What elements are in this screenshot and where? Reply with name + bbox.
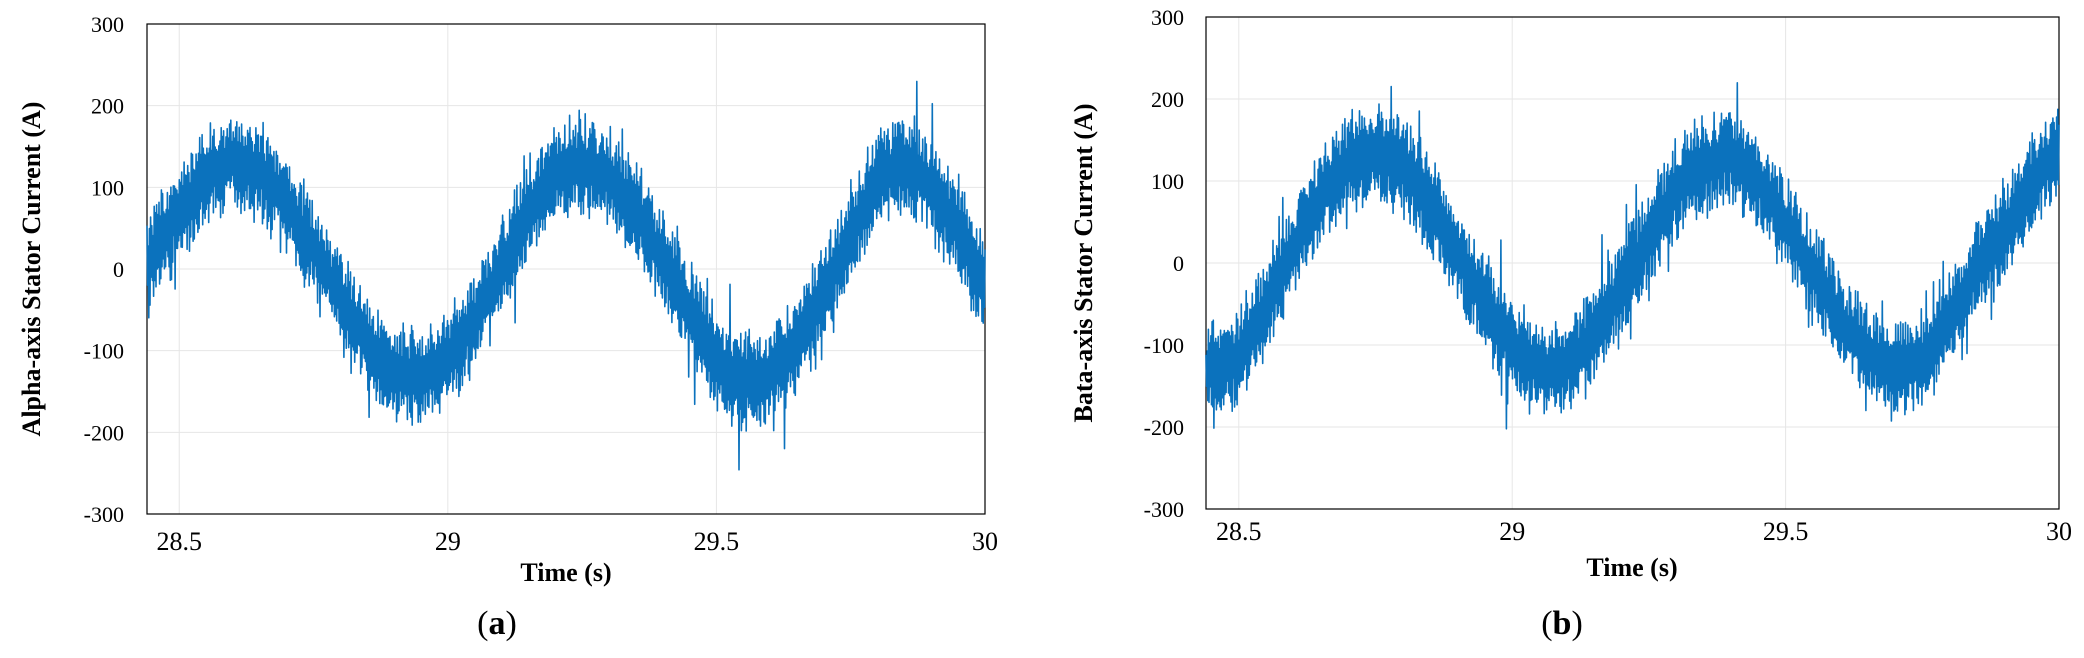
panel-b-x-axis-label: Time (s) [1586,553,1677,582]
panel-a-caption-open: ( [477,605,488,642]
panel-a-y-axis-label: Alpha-axis Stator Current (A) [17,102,46,437]
y-tick-label: 200 [91,94,124,119]
panel-b-caption: (b) [1541,605,1583,642]
x-tick-label: 30 [2046,517,2072,546]
x-tick-label: 29 [1499,517,1525,546]
panel-a-x-axis-label: Time (s) [520,558,611,587]
panel-b: -300 -200 -100 0 100 200 300 28.5 29 29.5 30 Time… [1069,5,2072,642]
panel-b-y-axis-label: Bata-axis Stator Current (A) [1069,104,1098,423]
panel-a-caption-close: ) [506,605,517,642]
y-tick-label: 300 [1151,5,1184,30]
y-tick-label: -200 [84,420,124,445]
y-tick-label: -100 [84,339,124,364]
panel-b-caption-letter: b [1553,605,1572,642]
y-tick-label: -100 [1144,333,1184,358]
current-trace [1205,82,2060,430]
y-tick-label: 200 [1151,87,1184,112]
y-tick-label: -300 [84,502,124,527]
x-tick-label: 28.5 [156,527,202,556]
y-tick-label: 100 [1151,169,1184,194]
current-trace [146,80,986,471]
x-tick-label: 28.5 [1216,517,1262,546]
panel-b-caption-open: ( [1541,605,1552,642]
y-tick-label: 300 [91,12,124,37]
x-tick-label: 29.5 [1763,517,1809,546]
y-tick-label: -200 [1144,415,1184,440]
y-tick-label: -300 [1144,497,1184,522]
panel-b-y-ticks: -300 -200 -100 0 100 200 300 [1144,5,1184,522]
panel-a: -300 -200 -100 0 100 200 300 28.5 29 29.5 30 Time… [17,12,998,642]
y-tick-label: 0 [113,257,124,282]
panel-b-series [1205,82,2060,430]
panel-a-caption-letter: a [489,605,506,642]
panel-b-caption-close: ) [1571,605,1582,642]
panel-b-plot-frame [1205,16,2060,510]
y-tick-label: 100 [91,175,124,200]
y-tick-label: 0 [1173,251,1184,276]
x-tick-label: 30 [972,527,998,556]
panel-a-series [146,80,986,471]
panel-a-y-ticks: -300 -200 -100 0 100 200 300 [84,12,124,527]
x-tick-label: 29.5 [694,527,740,556]
panel-a-caption: (a) [477,605,517,642]
panel-a-gridlines [147,23,986,515]
x-tick-label: 29 [435,527,461,556]
panel-b-x-ticks: 28.5 29 29.5 30 [1216,517,2072,546]
panel-a-x-ticks: 28.5 29 29.5 30 [156,527,998,556]
